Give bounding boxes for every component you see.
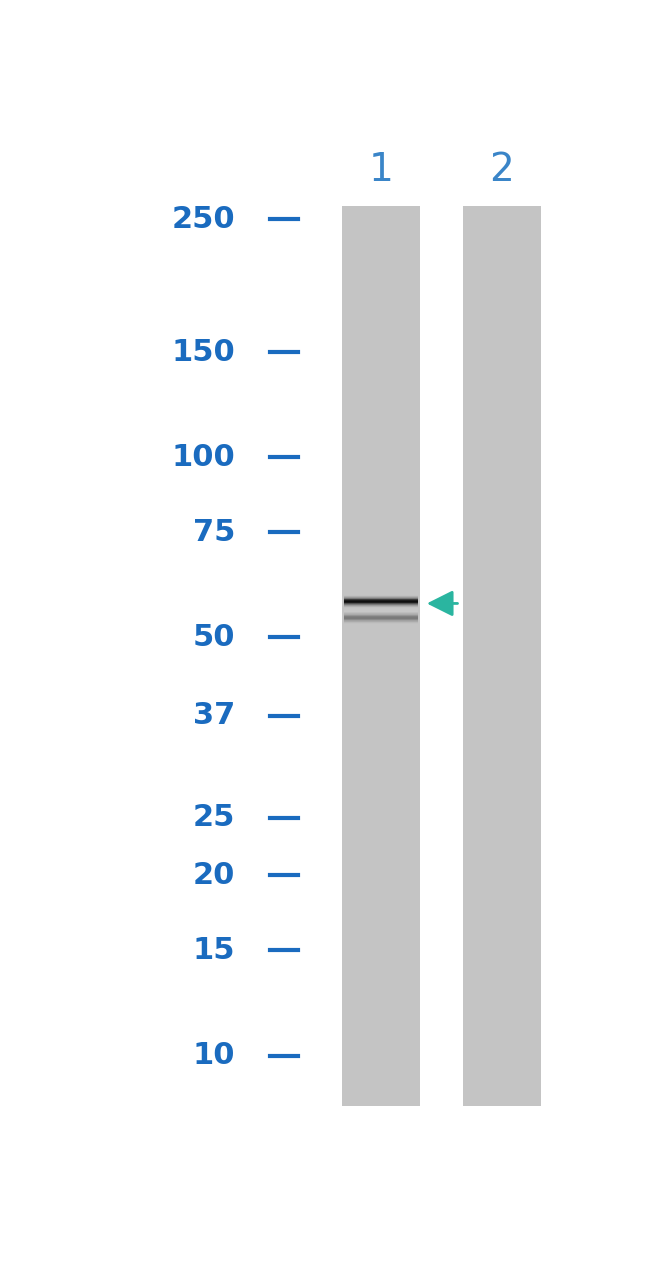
Bar: [342, 206, 420, 1106]
Bar: [463, 206, 541, 1106]
Text: 20: 20: [192, 861, 235, 890]
Text: 250: 250: [171, 204, 235, 234]
Text: 75: 75: [192, 518, 235, 546]
Text: 100: 100: [171, 443, 235, 472]
Text: 50: 50: [192, 624, 235, 652]
Text: 2: 2: [489, 151, 514, 188]
Text: 10: 10: [192, 1041, 235, 1071]
Text: 37: 37: [192, 701, 235, 730]
Text: 15: 15: [192, 936, 235, 965]
Text: 25: 25: [192, 803, 235, 832]
Text: 150: 150: [171, 338, 235, 367]
Text: 1: 1: [369, 151, 393, 188]
